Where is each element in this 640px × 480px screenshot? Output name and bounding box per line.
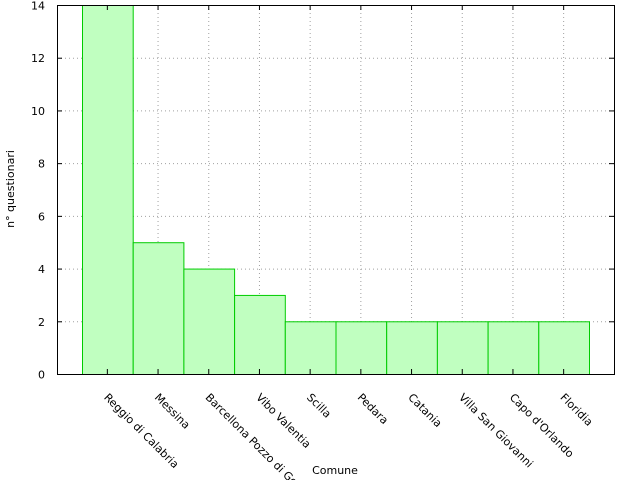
bar bbox=[284, 321, 337, 375]
y-tick-label: 2 bbox=[38, 316, 45, 329]
y-tick-label: 10 bbox=[31, 105, 45, 118]
plot-frame bbox=[57, 5, 615, 375]
y-tick-label: 0 bbox=[38, 369, 45, 382]
bar bbox=[82, 5, 134, 375]
y-tick-label: 8 bbox=[38, 158, 45, 171]
y-tick-label: 6 bbox=[38, 210, 45, 223]
bar bbox=[386, 321, 438, 375]
y-axis: 0 2 4 6 8 10 12 14 bbox=[31, 0, 614, 382]
x-tick-label: Scilla bbox=[304, 391, 334, 421]
bars bbox=[82, 5, 590, 376]
y-tick-label: 12 bbox=[31, 52, 45, 65]
bar bbox=[132, 242, 185, 375]
y-tick-label: 14 bbox=[31, 0, 45, 13]
plot-border bbox=[57, 5, 615, 375]
bar bbox=[183, 268, 236, 376]
x-tick-label: Catania bbox=[405, 391, 444, 430]
bar bbox=[487, 321, 540, 375]
x-tick-label: Messina bbox=[152, 391, 193, 432]
bar bbox=[234, 294, 286, 375]
x-axis-title: Comune bbox=[312, 464, 358, 477]
y-axis-title: n° questionari bbox=[4, 150, 17, 228]
bar bbox=[335, 321, 388, 375]
y-tick-label: 4 bbox=[38, 263, 45, 276]
bar bbox=[538, 321, 590, 375]
bar bbox=[436, 321, 489, 375]
x-tick-label: Floridia bbox=[558, 391, 596, 429]
x-tick-label: Pedara bbox=[355, 391, 391, 427]
